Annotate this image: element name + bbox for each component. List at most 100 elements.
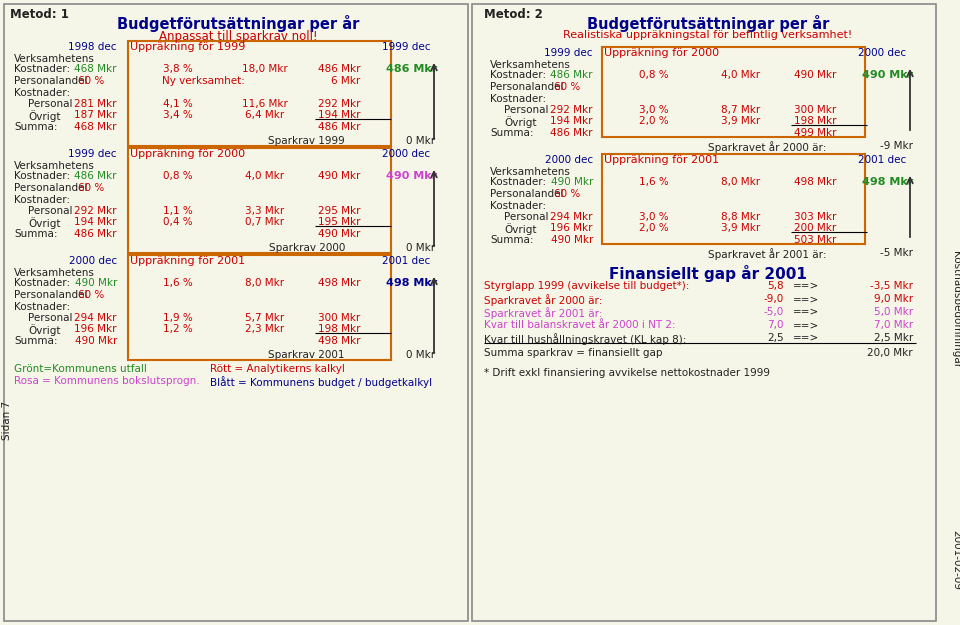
Text: ==>: ==> (793, 294, 819, 304)
Text: Personalandel: Personalandel (490, 82, 564, 92)
Text: 499 Mkr: 499 Mkr (794, 128, 836, 138)
Text: 1999 dec: 1999 dec (381, 42, 430, 52)
Text: -9 Mkr: -9 Mkr (880, 141, 913, 151)
Text: Verksamhetens: Verksamhetens (490, 167, 571, 177)
Text: 1,9 %: 1,9 % (163, 313, 193, 323)
Text: Verksamhetens: Verksamhetens (14, 54, 95, 64)
Text: 194 Mkr: 194 Mkr (318, 110, 360, 120)
Text: Finansiellt gap år 2001: Finansiellt gap år 2001 (609, 265, 807, 282)
Text: Verksamhetens: Verksamhetens (14, 268, 95, 278)
Text: Personal: Personal (28, 206, 73, 216)
Text: Kostnadsbedömningar: Kostnadsbedömningar (951, 251, 960, 369)
Text: 490 Mkr: 490 Mkr (75, 278, 117, 288)
Text: 0,7 Mkr: 0,7 Mkr (246, 217, 284, 227)
Text: 3,3 Mkr: 3,3 Mkr (246, 206, 284, 216)
Text: Realistiska uppräkningstal för befintlig verksamhet!: Realistiska uppräkningstal för befintlig… (564, 30, 852, 40)
Text: 60 %: 60 % (554, 189, 580, 199)
Text: 0 Mkr: 0 Mkr (406, 350, 435, 360)
Text: Sparkrav 1999: Sparkrav 1999 (268, 136, 345, 146)
Text: Övrigt: Övrigt (28, 217, 60, 229)
Text: 2001-02-09: 2001-02-09 (951, 530, 960, 590)
Text: 2001 dec: 2001 dec (382, 256, 430, 266)
Text: Personalandel: Personalandel (14, 290, 87, 300)
Text: ==>: ==> (793, 320, 819, 330)
Text: Uppräkning för 2000: Uppräkning för 2000 (130, 149, 245, 159)
Text: Kostnader:: Kostnader: (14, 88, 70, 98)
Text: 196 Mkr: 196 Mkr (75, 324, 117, 334)
Text: 5,7 Mkr: 5,7 Mkr (246, 313, 284, 323)
Text: Sparkrav 2001: Sparkrav 2001 (269, 350, 345, 360)
Text: 503 Mkr: 503 Mkr (794, 235, 836, 245)
Text: 1,6 %: 1,6 % (163, 278, 193, 288)
Text: 2,0 %: 2,0 % (639, 116, 669, 126)
Bar (602, 47, 865, 137)
Text: Kostnader:: Kostnader: (14, 278, 70, 288)
Text: Grönt=Kommunens utfall: Grönt=Kommunens utfall (14, 364, 147, 374)
Text: 60 %: 60 % (78, 290, 105, 300)
Text: 200 Mkr: 200 Mkr (794, 223, 836, 233)
Text: 490 Mkr: 490 Mkr (386, 171, 437, 181)
Text: Personal: Personal (504, 212, 548, 222)
Text: Uppräkning för 2001: Uppräkning för 2001 (130, 256, 245, 266)
Bar (128, 255, 391, 360)
Text: 2,3 Mkr: 2,3 Mkr (246, 324, 284, 334)
Text: 198 Mkr: 198 Mkr (318, 324, 360, 334)
Text: 3,8 %: 3,8 % (163, 64, 193, 74)
Text: 2,0 %: 2,0 % (639, 223, 669, 233)
Text: 294 Mkr: 294 Mkr (75, 313, 117, 323)
Text: Personalandel: Personalandel (14, 76, 87, 86)
Text: Ny verksamhet:: Ny verksamhet: (162, 76, 245, 86)
Text: 468 Mkr: 468 Mkr (75, 122, 117, 132)
Text: Övrigt: Övrigt (504, 116, 537, 128)
Text: Personalandel: Personalandel (490, 189, 564, 199)
Text: 0,4 %: 0,4 % (163, 217, 193, 227)
Text: Sparkravet år 2001 är:: Sparkravet år 2001 är: (708, 248, 826, 260)
Text: Anpassat till sparkrav noll!: Anpassat till sparkrav noll! (158, 30, 318, 43)
Text: 303 Mkr: 303 Mkr (794, 212, 836, 222)
Text: Kostnader:: Kostnader: (14, 302, 70, 312)
Text: 60 %: 60 % (78, 183, 105, 193)
Text: Budgetförutsättningar per år: Budgetförutsättningar per år (117, 15, 359, 32)
Text: 292 Mkr: 292 Mkr (75, 206, 117, 216)
Text: Kostnader:: Kostnader: (490, 70, 546, 80)
Text: 486 Mkr: 486 Mkr (318, 122, 360, 132)
Text: 7,0: 7,0 (767, 320, 784, 330)
Text: Summa:: Summa: (490, 235, 534, 245)
Text: Kostnader:: Kostnader: (490, 177, 546, 187)
Text: 3,4 %: 3,4 % (163, 110, 193, 120)
Text: 0,8 %: 0,8 % (639, 70, 669, 80)
Text: -9,0: -9,0 (764, 294, 784, 304)
Text: Summa:: Summa: (14, 229, 58, 239)
Text: 60 %: 60 % (554, 82, 580, 92)
Text: Övrigt: Övrigt (28, 324, 60, 336)
Text: Rött = Analytikerns kalkyl: Rött = Analytikerns kalkyl (210, 364, 345, 374)
Text: Personal: Personal (28, 99, 73, 109)
Text: 11,6 Mkr: 11,6 Mkr (242, 99, 288, 109)
Text: 490 Mkr: 490 Mkr (75, 336, 117, 346)
Text: Uppräkning för 2001: Uppräkning för 2001 (604, 155, 719, 165)
Text: Kostnader:: Kostnader: (14, 171, 70, 181)
Text: -5 Mkr: -5 Mkr (880, 248, 913, 258)
Text: 498 Mkr: 498 Mkr (862, 177, 913, 187)
Text: 490 Mkr: 490 Mkr (318, 171, 360, 181)
Text: 195 Mkr: 195 Mkr (318, 217, 360, 227)
Text: 2000 dec: 2000 dec (858, 48, 906, 58)
Text: 300 Mkr: 300 Mkr (318, 313, 360, 323)
Text: 1998 dec: 1998 dec (68, 42, 117, 52)
Text: Sparkravet år 2000 är:: Sparkravet år 2000 är: (708, 141, 826, 153)
Text: 292 Mkr: 292 Mkr (318, 99, 360, 109)
Text: 498 Mkr: 498 Mkr (318, 278, 360, 288)
Text: 1,2 %: 1,2 % (163, 324, 193, 334)
Text: 490 Mkr: 490 Mkr (551, 235, 593, 245)
Text: 486 Mkr: 486 Mkr (550, 128, 593, 138)
Text: 486 Mkr: 486 Mkr (75, 171, 117, 181)
Text: Budgetförutsättningar per år: Budgetförutsättningar per år (587, 15, 829, 32)
Text: Sparkravet år 2001 är:: Sparkravet år 2001 är: (484, 307, 603, 319)
Bar (128, 148, 391, 253)
Bar (4, 4, 468, 621)
Text: Kostnader:: Kostnader: (14, 195, 70, 205)
Text: 498 Mkr: 498 Mkr (386, 278, 437, 288)
Bar (602, 154, 865, 244)
Text: 7,0 Mkr: 7,0 Mkr (874, 320, 913, 330)
Text: -3,5 Mkr: -3,5 Mkr (870, 281, 913, 291)
